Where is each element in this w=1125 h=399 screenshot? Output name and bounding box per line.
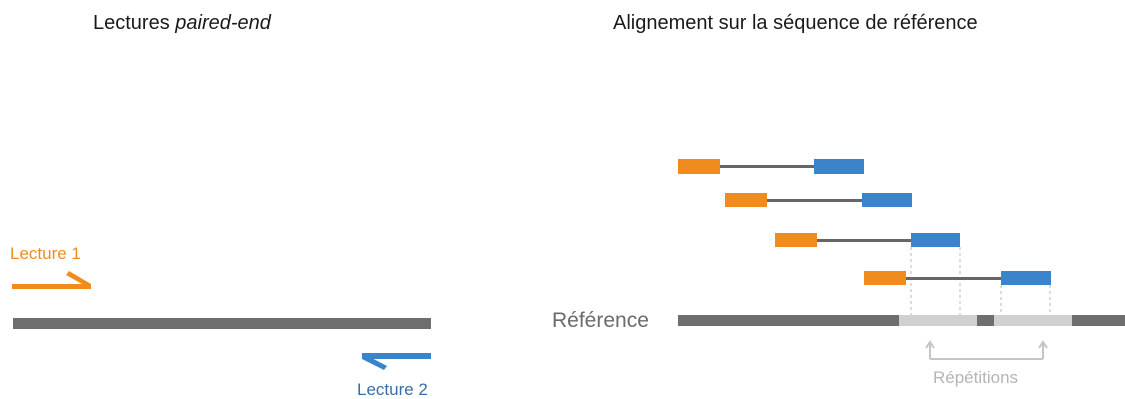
up-arrow-icon (925, 340, 935, 349)
read1-arrow-shaft (12, 284, 91, 289)
read-pair (678, 159, 864, 174)
reference-segment (1072, 315, 1125, 326)
read1-segment (678, 159, 720, 174)
read-pair (725, 193, 912, 207)
read2-arrow (362, 353, 431, 370)
right-panel-title: Alignement sur la séquence de référence (613, 12, 978, 34)
reference-sequence (678, 315, 1125, 326)
read2-arrow-head (362, 353, 387, 370)
read-pair-connector (817, 239, 911, 242)
read1-arrow-head (66, 271, 91, 289)
read2-segment (911, 233, 960, 247)
read-pair (864, 271, 1051, 285)
read1-segment (864, 271, 906, 285)
reference-segment (678, 315, 899, 326)
read-pair-connector (906, 277, 1001, 280)
read-pair-connector (720, 165, 814, 168)
read-pair-connector (767, 199, 862, 202)
read2-segment (862, 193, 912, 207)
read1-arrow (12, 271, 91, 289)
read1-segment (775, 233, 817, 247)
left-title-italic: paired-end (175, 12, 271, 34)
left-panel-graphic (12, 271, 431, 370)
read2-segment (1001, 271, 1051, 285)
read2-segment (814, 159, 864, 174)
repeats-bracket (925, 340, 1048, 360)
up-arrow-icon (1038, 340, 1048, 349)
right-panel-graphic (678, 159, 1125, 360)
reference-label: Référence (552, 309, 649, 332)
repeats-label: Répétitions (933, 368, 1019, 387)
read2-arrow-shaft (362, 353, 431, 359)
reference-segment (977, 315, 994, 326)
left-panel-title: Lectures paired-end (93, 12, 271, 35)
fragment-bar (13, 318, 431, 329)
read2-label: Lecture 2 (357, 380, 428, 399)
read1-label: Lecture 1 (10, 244, 81, 263)
left-title-plain: Lectures (93, 12, 176, 34)
read-pair (775, 233, 960, 247)
repeat-region (899, 315, 977, 326)
read1-segment (725, 193, 767, 207)
repeat-region (994, 315, 1072, 326)
